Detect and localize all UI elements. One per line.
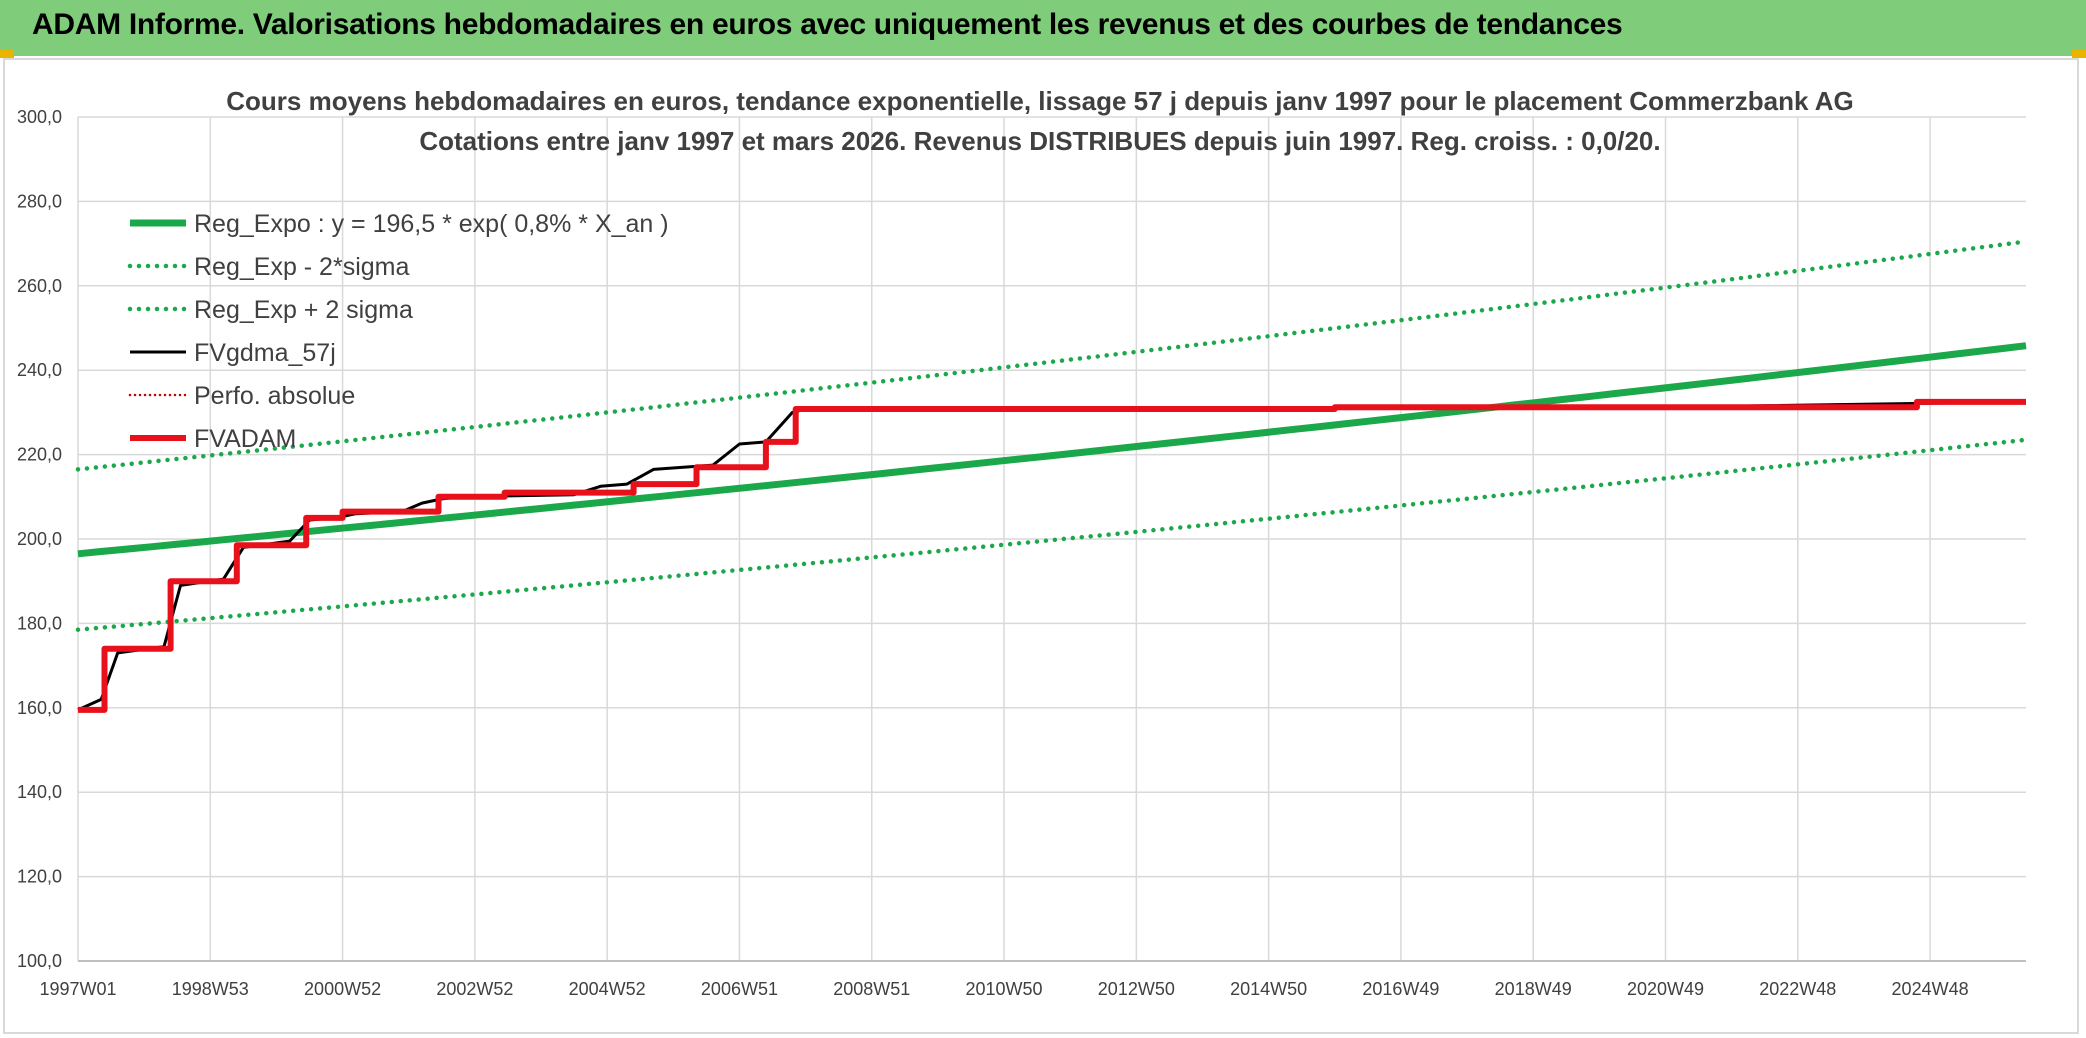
x-tick-label: 2008W51	[833, 979, 910, 999]
chart-legend: Reg_Expo : y = 196,5 * exp( 0,8% * X_an …	[127, 210, 669, 453]
legend-entry: Reg_Exp - 2*sigma	[194, 253, 409, 281]
legend-entry: Perfo. absolue	[194, 382, 355, 410]
x-tick-label: 2012W50	[1098, 979, 1175, 999]
y-tick-label: 220,0	[17, 445, 62, 465]
y-tick-label: 120,0	[17, 867, 62, 887]
chart-series	[75, 239, 2029, 713]
y-tick-label: 300,0	[17, 107, 62, 127]
series-fvgdma-57j	[77, 400, 2027, 712]
x-tick-label: 1998W53	[172, 979, 249, 999]
x-tick-label: 2014W50	[1230, 979, 1307, 999]
x-tick-label: 2022W48	[1759, 979, 1836, 999]
y-tick-label: 160,0	[17, 698, 62, 718]
series-reg-exp-2-sigma	[75, 437, 2029, 632]
legend-entry: Reg_Expo : y = 196,5 * exp( 0,8% * X_an …	[194, 210, 669, 238]
chart-grid	[77, 116, 2026, 962]
x-tick-label: 2002W52	[436, 979, 513, 999]
x-tick-label: 1997W01	[39, 979, 116, 999]
y-tick-label: 240,0	[17, 360, 62, 380]
report-banner: ADAM Informe. Valorisations hebdomadaire…	[0, 0, 2086, 58]
y-tick-label: 280,0	[17, 191, 62, 211]
banner-corner-right	[2072, 50, 2086, 58]
series-reg-expo-y-196-5-exp-0-8-x-an	[77, 342, 2027, 558]
legend-entry: Reg_Exp + 2 sigma	[194, 296, 413, 324]
x-tick-label: 2016W49	[1362, 979, 1439, 999]
series-reg-exp-2-sigma	[75, 239, 2029, 472]
y-tick-label: 260,0	[17, 276, 62, 296]
x-tick-label: 2024W48	[1892, 979, 1969, 999]
chart-title: Cours moyens hebdomadaires en euros, ten…	[226, 86, 1853, 116]
chart-frame	[3, 58, 2079, 1034]
x-axis-ticks: 1997W01 1998W53 2000W52 2002W52 2004W52 2006W…	[39, 979, 1968, 999]
y-tick-label: 180,0	[17, 613, 62, 633]
y-tick-label: 140,0	[17, 782, 62, 802]
legend-entry: FVgdma_57j	[194, 339, 336, 367]
y-axis-ticks: 100,0 120,0 140,0 160,0 180,0 200,0 220,0 240,0…	[17, 107, 62, 971]
x-tick-label: 2018W49	[1495, 979, 1572, 999]
series-fvadam	[78, 398, 2026, 713]
banner-corner-left	[0, 50, 14, 58]
y-tick-label: 100,0	[17, 951, 62, 971]
y-tick-label: 200,0	[17, 529, 62, 549]
x-tick-label: 2004W52	[569, 979, 646, 999]
x-tick-label: 2020W49	[1627, 979, 1704, 999]
chart-subtitle: Cotations entre janv 1997 et mars 2026. …	[419, 126, 1660, 156]
report-title: ADAM Informe. Valorisations hebdomadaire…	[32, 8, 1623, 41]
x-tick-label: 2000W52	[304, 979, 381, 999]
x-tick-label: 2010W50	[966, 979, 1043, 999]
x-tick-label: 2006W51	[701, 979, 778, 999]
legend-entry: FVADAM	[194, 425, 296, 453]
